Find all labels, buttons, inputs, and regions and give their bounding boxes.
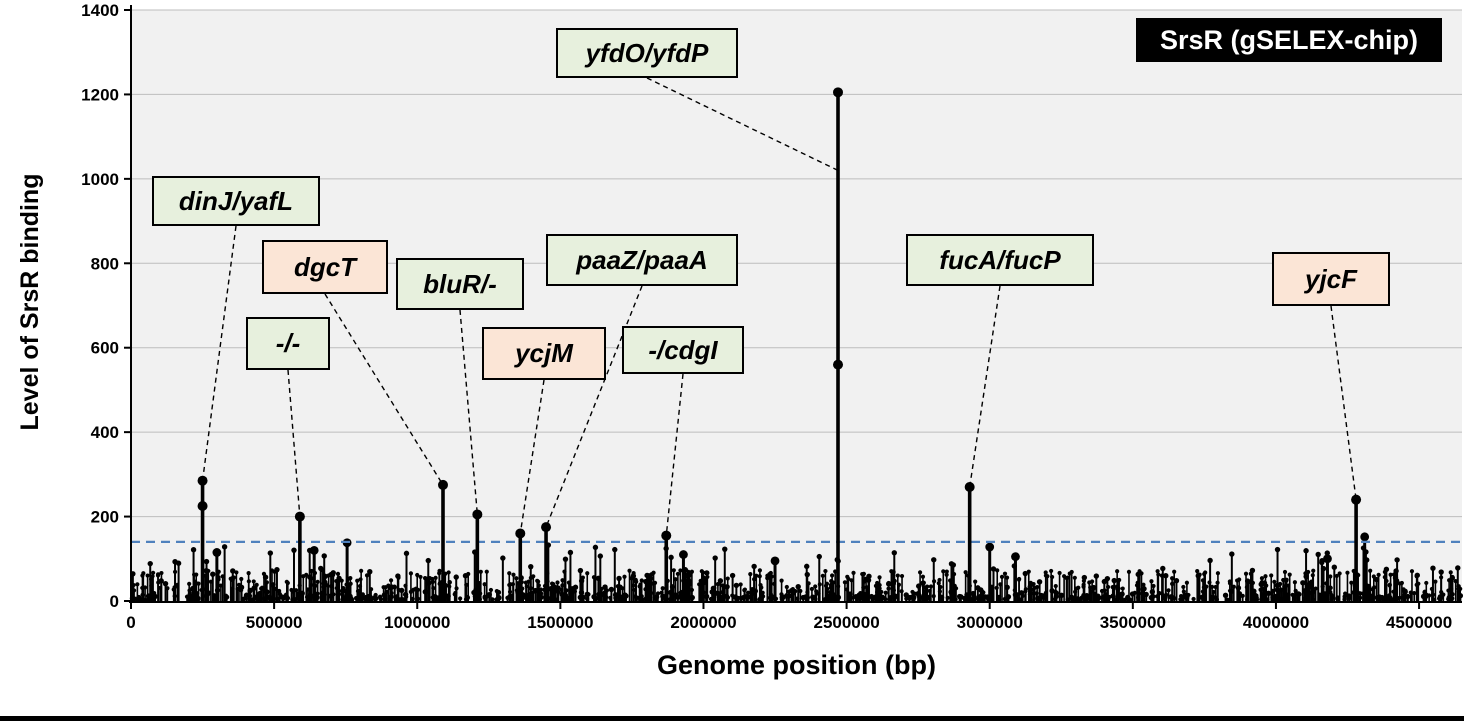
svg-text:4000000: 4000000 — [1243, 613, 1309, 632]
svg-text:4500000: 4500000 — [1386, 613, 1452, 632]
svg-text:1200: 1200 — [81, 85, 119, 104]
peak-label-yfdo-yfdp: yfdO/yfdP — [556, 28, 738, 78]
peak-label-ycjm: ycjM — [482, 327, 606, 380]
peak-label-blur: bluR/- — [396, 258, 524, 310]
svg-text:1000000: 1000000 — [384, 613, 450, 632]
svg-text:1400: 1400 — [81, 1, 119, 20]
svg-text:800: 800 — [91, 254, 119, 273]
svg-text:0: 0 — [126, 613, 135, 632]
svg-text:2500000: 2500000 — [813, 613, 879, 632]
svg-text:600: 600 — [91, 339, 119, 358]
svg-text:500000: 500000 — [246, 613, 303, 632]
peak-label-dinj-yafl: dinJ/yafL — [152, 176, 320, 226]
x-axis-title: Genome position (bp) — [657, 650, 936, 680]
svg-text:400: 400 — [91, 423, 119, 442]
svg-text:3500000: 3500000 — [1100, 613, 1166, 632]
chart-title-badge: SrsR (gSELEX-chip) — [1136, 18, 1442, 62]
svg-text:3000000: 3000000 — [957, 613, 1023, 632]
peak-label-yjcf: yjcF — [1272, 252, 1390, 306]
svg-text:0: 0 — [110, 592, 119, 611]
peak-label-dgct: dgcT — [262, 240, 388, 294]
y-axis-title: Level of SrsR binding — [16, 173, 44, 431]
svg-text:200: 200 — [91, 508, 119, 527]
svg-text:1000: 1000 — [81, 170, 119, 189]
peak-label-paaz-paaa: paaZ/paaA — [546, 234, 738, 286]
svg-text:1500000: 1500000 — [527, 613, 593, 632]
peak-label-fuca-fucp: fucA/fucP — [906, 234, 1094, 286]
svg-text:2000000: 2000000 — [670, 613, 736, 632]
peak-label-blank: -/- — [246, 317, 330, 370]
figure-bottom-border — [0, 716, 1464, 721]
peak-label-cdgi: -/cdgI — [622, 326, 744, 374]
